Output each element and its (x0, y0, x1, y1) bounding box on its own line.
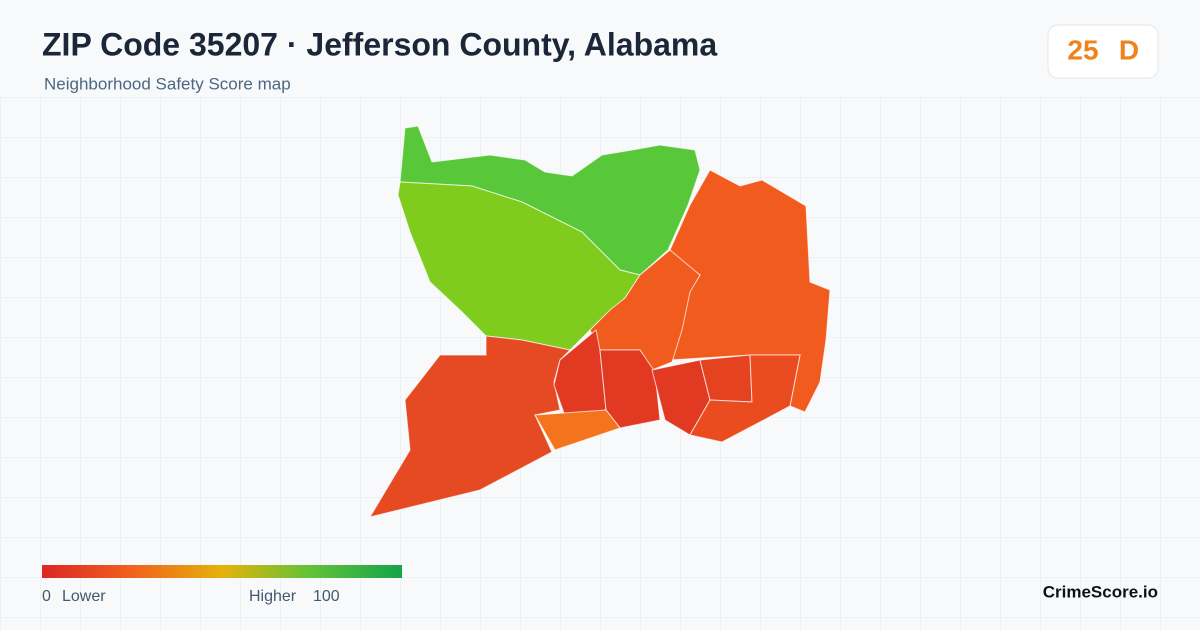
legend-max-label: Higher (249, 588, 297, 605)
area (397, 181, 641, 351)
area (368, 335, 572, 518)
legend-min-label: Lower (62, 588, 106, 605)
area (534, 409, 621, 451)
subtitle: Neighborhood Safety Score map (44, 74, 291, 93)
legend-gradient (42, 565, 402, 578)
legend-max: 100 (313, 588, 340, 605)
area (689, 354, 801, 443)
brand: CrimeScore.io (1043, 582, 1158, 601)
score-box (1047, 24, 1159, 79)
score-value: 25 (1067, 34, 1098, 65)
legend-min: 0 (42, 588, 51, 605)
title: ZIP Code 35207 · Jefferson County, Alaba… (42, 26, 717, 62)
score-grade: D (1119, 34, 1139, 65)
zip-map (368, 125, 831, 518)
